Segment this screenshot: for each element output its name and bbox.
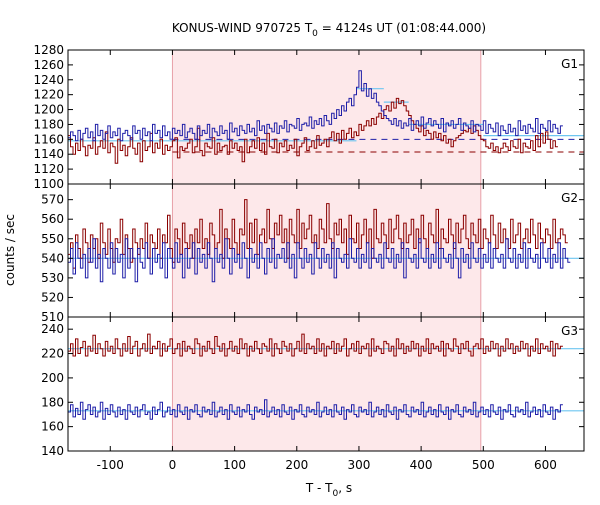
y-tick-label: 1120 <box>33 162 64 176</box>
y-tick-label: 1280 <box>33 43 64 57</box>
y-tick-label: 1180 <box>33 117 64 131</box>
panel-label: G1 <box>561 57 578 71</box>
y-tick-label: 1240 <box>33 73 64 87</box>
y-tick-label: 1140 <box>33 147 64 161</box>
y-tick-label: 200 <box>41 371 64 385</box>
y-tick-label: 180 <box>41 395 64 409</box>
panel-frame <box>67 316 585 452</box>
chart-title: KONUS-WIND 970725 T0 = 4124s UT (01:08:4… <box>172 21 486 39</box>
plot-area <box>68 199 584 283</box>
series-blue <box>68 238 571 283</box>
y-tick-label: 550 <box>41 232 64 246</box>
x-axis-label: T - T0, s <box>305 481 352 499</box>
series-red <box>68 333 563 357</box>
panel-label: G2 <box>561 191 578 205</box>
y-tick-label: 520 <box>41 290 64 304</box>
y-tick-label: 140 <box>41 444 64 458</box>
y-tick-label: 160 <box>41 420 64 434</box>
plot-area <box>68 333 584 420</box>
x-tick-label: -100 <box>97 458 124 472</box>
y-tick-label: 1200 <box>33 103 64 117</box>
series-red <box>68 199 568 269</box>
y-tick-label: 510 <box>41 310 64 324</box>
y-tick-label: 1160 <box>33 132 64 146</box>
panel-g1: 1100112011401160118012001220124012601280… <box>33 43 585 191</box>
x-tick-label: 400 <box>410 458 433 472</box>
x-tick-label: 300 <box>347 458 370 472</box>
panel-g2: 510 520 530 540 550 560 570 G2 <box>41 183 585 324</box>
x-tick-label: 0 <box>169 458 177 472</box>
y-axis-label: counts / sec <box>3 214 17 286</box>
y-tick-label: 1260 <box>33 58 64 72</box>
y-tick-label: 530 <box>41 271 64 285</box>
series-blue <box>68 399 563 420</box>
x-tick-label: 600 <box>534 458 557 472</box>
y-tick-label: 570 <box>41 193 64 207</box>
x-tick-label: 500 <box>472 458 495 472</box>
panel-label: G3 <box>561 324 578 338</box>
x-tick-labels: -100 0 100 200 300 400 500 600 <box>97 458 557 472</box>
y-tick-label: 240 <box>41 322 64 336</box>
shaded-interval <box>172 317 481 451</box>
plot-area <box>68 70 584 164</box>
y-tick-label: 560 <box>41 212 64 226</box>
y-tick-label: 1220 <box>33 88 64 102</box>
chart-panels: 1100112011401160118012001220124012601280… <box>33 43 585 458</box>
panel-g3: 140 160 180 200 220 240 G3 <box>41 316 585 458</box>
y-tick-label: 1100 <box>33 177 64 191</box>
y-tick-label: 540 <box>41 251 64 265</box>
x-tick-label: 200 <box>285 458 308 472</box>
y-tick-label: 220 <box>41 347 64 361</box>
series-blue <box>68 70 563 142</box>
x-tick-label: 100 <box>223 458 246 472</box>
